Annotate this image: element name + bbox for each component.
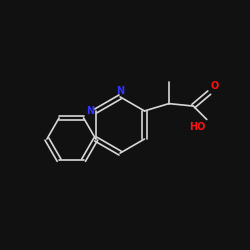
Text: N: N bbox=[116, 86, 124, 96]
Text: N: N bbox=[86, 106, 94, 116]
Text: O: O bbox=[210, 81, 219, 91]
Text: HO: HO bbox=[189, 122, 206, 132]
